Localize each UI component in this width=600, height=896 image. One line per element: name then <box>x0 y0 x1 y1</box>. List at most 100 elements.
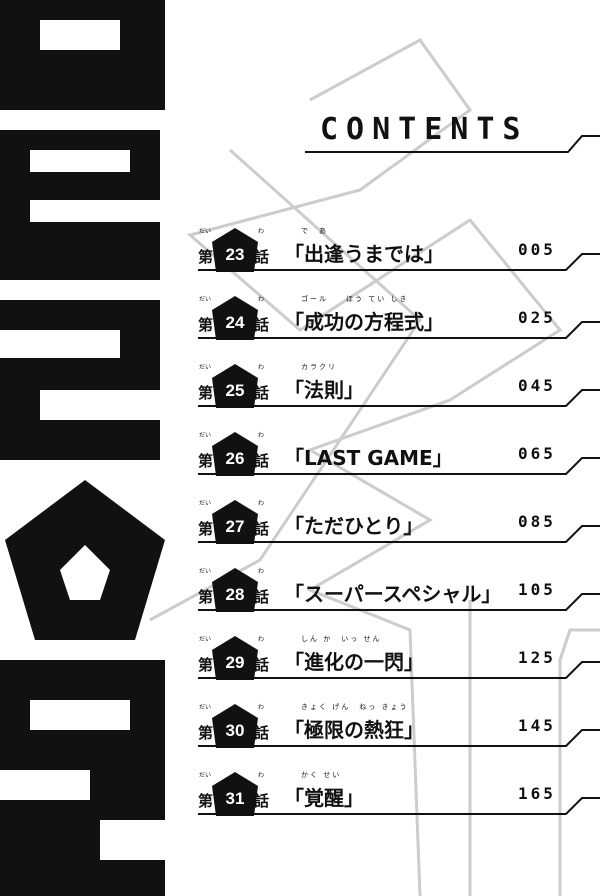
prefix-ruby: だい <box>199 228 212 235</box>
chapter-entry[interactable]: だい わ 第 28 話 「スーパースペシャル」 105 <box>196 562 600 612</box>
contents-underline <box>305 135 600 153</box>
chapter-title: 「出逢うまでは」 <box>284 242 444 266</box>
chapter-suffix: 話 <box>254 588 270 606</box>
chapter-badge: だい わ 第 29 話 <box>196 636 272 680</box>
suffix-ruby: わ <box>258 296 265 303</box>
chapter-suffix: 話 <box>254 520 270 538</box>
prefix-ruby: だい <box>199 296 212 303</box>
chapter-suffix: 話 <box>254 384 270 402</box>
chapter-title: 「進化の一閃」 <box>284 650 424 674</box>
prefix-ruby: だい <box>199 364 212 371</box>
chapter-number: 23 <box>225 245 245 264</box>
chapter-underline <box>198 729 600 747</box>
prefix-ruby: だい <box>199 772 212 779</box>
pentagon-icon <box>212 432 258 476</box>
chapter-prefix: 第 <box>198 384 214 402</box>
chapter-title: 「極限の熱狂」 <box>284 718 424 742</box>
chapter-entry[interactable]: だい わ 第 24 話 ゴール ほう てい しき 「成功の方程式」 025 <box>196 290 600 340</box>
chapter-entry[interactable]: だい わ 第 31 話 かく せい 「覚醒」 165 <box>196 766 600 816</box>
chapter-underline <box>198 661 600 679</box>
chapter-badge: だい わ 第 30 話 <box>196 704 272 748</box>
page-number: 165 <box>518 784 556 803</box>
chapter-title: 「スーパースペシャル」 <box>284 582 502 606</box>
page-number: 145 <box>518 716 556 735</box>
chapter-suffix: 話 <box>254 452 270 470</box>
suffix-ruby: わ <box>258 772 265 779</box>
chapter-underline <box>198 797 600 815</box>
chapter-number: 26 <box>225 449 245 468</box>
page-number: 085 <box>518 512 556 531</box>
suffix-ruby: わ <box>258 704 265 711</box>
chapter-number: 31 <box>225 789 245 808</box>
chapter-prefix: 第 <box>198 588 214 606</box>
chapter-prefix: 第 <box>198 316 214 334</box>
suffix-ruby: わ <box>258 636 265 643</box>
blue-lock-logo <box>0 0 170 896</box>
prefix-ruby: だい <box>199 568 212 575</box>
chapter-ruby: かく せい <box>301 771 342 779</box>
chapter-underline <box>198 457 600 475</box>
chapter-badge: だい わ 第 26 話 <box>196 432 272 476</box>
pentagon-icon <box>212 364 258 408</box>
chapter-ruby: で あ <box>301 227 328 235</box>
chapter-entry[interactable]: だい わ 第 25 話 カラクリ 「法則」 045 <box>196 358 600 408</box>
chapter-suffix: 話 <box>254 724 270 742</box>
chapter-badge: だい わ 第 23 話 <box>196 228 272 272</box>
chapter-number: 24 <box>225 313 245 332</box>
pentagon-icon <box>212 296 258 340</box>
prefix-ruby: だい <box>199 432 212 439</box>
chapter-suffix: 話 <box>254 792 270 810</box>
chapter-underline <box>198 321 600 339</box>
chapter-number: 27 <box>225 517 245 536</box>
page-number: 065 <box>518 444 556 463</box>
chapter-entry[interactable]: だい わ 第 30 話 きょく げん ねっ きょう 「極限の熱狂」 145 <box>196 698 600 748</box>
suffix-ruby: わ <box>258 500 265 507</box>
chapter-ruby: カラクリ <box>301 363 337 371</box>
chapter-prefix: 第 <box>198 724 214 742</box>
chapter-badge: だい わ 第 31 話 <box>196 772 272 816</box>
pentagon-icon <box>212 500 258 544</box>
chapter-prefix: 第 <box>198 792 214 810</box>
chapter-entry[interactable]: だい わ 第 27 話 「ただひとり」 085 <box>196 494 600 544</box>
chapter-entry[interactable]: だい わ 第 26 話 「LAST GAME」 065 <box>196 426 600 476</box>
pentagon-icon <box>212 636 258 680</box>
chapter-title: 「法則」 <box>284 378 364 402</box>
page-number: 025 <box>518 308 556 327</box>
suffix-ruby: わ <box>258 568 265 575</box>
pentagon-icon <box>212 772 258 816</box>
chapter-suffix: 話 <box>254 316 270 334</box>
chapter-badge: だい わ 第 24 話 <box>196 296 272 340</box>
chapter-title: 「成功の方程式」 <box>284 310 444 334</box>
chapter-badge: だい わ 第 28 話 <box>196 568 272 612</box>
suffix-ruby: わ <box>258 228 265 235</box>
chapter-number: 28 <box>225 585 245 604</box>
chapter-prefix: 第 <box>198 520 214 538</box>
pentagon-icon <box>212 568 258 612</box>
chapter-ruby: きょく げん ねっ きょう <box>301 703 409 711</box>
chapter-number: 25 <box>225 381 245 400</box>
chapter-ruby: しん か いっ せん <box>301 635 382 643</box>
prefix-ruby: だい <box>199 704 212 711</box>
contents-title: CONTENTS <box>320 112 529 147</box>
suffix-ruby: わ <box>258 364 265 371</box>
chapter-underline <box>198 525 600 543</box>
chapter-title: 「ただひとり」 <box>284 514 424 538</box>
chapter-number: 29 <box>225 653 245 672</box>
suffix-ruby: わ <box>258 432 265 439</box>
pentagon-icon <box>212 704 258 748</box>
chapter-suffix: 話 <box>254 656 270 674</box>
chapter-underline <box>198 593 600 611</box>
chapter-underline <box>198 389 600 407</box>
pentagon-icon <box>212 228 258 272</box>
chapter-title: 「LAST GAME」 <box>284 446 453 470</box>
chapter-number: 30 <box>225 721 245 740</box>
chapter-entry[interactable]: だい わ 第 23 話 で あ 「出逢うまでは」 005 <box>196 222 600 272</box>
chapter-badge: だい わ 第 25 話 <box>196 364 272 408</box>
chapter-prefix: 第 <box>198 656 214 674</box>
page-number: 005 <box>518 240 556 259</box>
chapter-badge: だい わ 第 27 話 <box>196 500 272 544</box>
chapter-prefix: 第 <box>198 248 214 266</box>
chapter-entry[interactable]: だい わ 第 29 話 しん か いっ せん 「進化の一閃」 125 <box>196 630 600 680</box>
page-number: 105 <box>518 580 556 599</box>
